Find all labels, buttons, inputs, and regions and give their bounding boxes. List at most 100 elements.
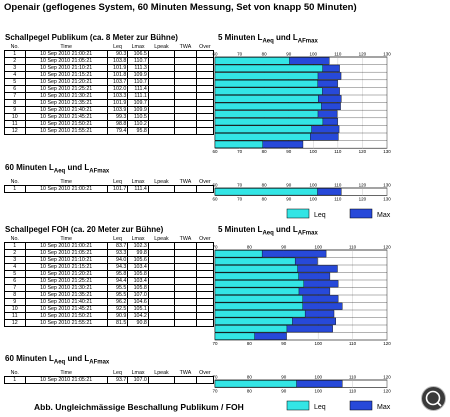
cell-no: 12 — [4, 127, 26, 135]
cell-over — [195, 120, 215, 128]
table-row: 11 10 Sep 2010 21:50:21 90.9 104.2 — [4, 312, 215, 320]
cell-no: 3 — [4, 64, 26, 72]
bar-leq — [214, 95, 319, 103]
cell-time: 10 Sep 2010 21:55:21 — [24, 127, 108, 135]
cell-twa — [174, 249, 197, 257]
table-row: 2 10 Sep 2010 21:05:21 93.3 99.8 — [4, 249, 215, 257]
section2-chart: 70 70 80 80 90 90 100 100 110 110 120 120 — [212, 245, 391, 347]
cell-time: 10 Sep 2010 21:05:21 — [24, 249, 108, 257]
cell-over — [195, 78, 215, 86]
cell-twa — [174, 284, 197, 292]
bar-leq — [214, 317, 293, 325]
tick-label-top: 80 — [247, 375, 253, 380]
cell-time: 10 Sep 2010 21:00:21 — [24, 50, 108, 58]
cell-twa — [174, 106, 197, 114]
cell-no: 6 — [4, 277, 26, 285]
tick-label-bottom: 90 — [286, 149, 292, 154]
table-row: 4 10 Sep 2010 21:15:21 94.3 103.4 — [4, 263, 215, 271]
cell-no: 2 — [4, 57, 26, 65]
cell-lmax: 99.8 — [127, 249, 149, 257]
cell-lmax: 109.7 — [127, 99, 149, 107]
cell-leq: 93.7 — [106, 376, 129, 384]
section1-chart: 60 60 70 70 80 80 90 90 100 100 110 110 120 120 130 130 — [212, 52, 391, 155]
cell-over — [195, 284, 215, 292]
cell-over — [195, 277, 215, 285]
section1-summary-chart: 60 60 70 70 80 80 90 90 100 100 110 110 120 120 130 130 — [212, 183, 391, 202]
table-row: 12 10 Sep 2010 21:55:21 79.4 95.8 — [4, 127, 215, 135]
cell-over — [195, 249, 215, 257]
cell-over — [195, 127, 215, 135]
cell-twa — [174, 270, 197, 278]
cell-lmax: 111.4 — [127, 185, 149, 193]
cell-lmax: 102.3 — [127, 242, 149, 250]
cell-time: 10 Sep 2010 21:20:21 — [24, 78, 108, 86]
bar-leq — [214, 140, 263, 149]
bar-leq — [214, 188, 318, 196]
bar-leq — [214, 117, 324, 126]
tick-label-bottom: 80 — [247, 389, 253, 394]
cell-over — [195, 256, 215, 264]
cell-no: 3 — [4, 256, 26, 264]
cell-lmax: 110.7 — [127, 57, 149, 65]
cell-twa — [174, 305, 197, 313]
legend-max-swatch — [349, 208, 373, 219]
cell-leq: 93.3 — [106, 249, 129, 257]
tick-label-top: 110 — [349, 375, 357, 380]
legend-max-label: Max — [377, 212, 391, 219]
cell-leq: 81.5 — [106, 319, 129, 327]
cell-no: 1 — [4, 50, 26, 58]
cell-leq: 103.9 — [106, 106, 129, 114]
cell-lmax: 104.2 — [127, 312, 149, 320]
cell-lpeak — [147, 376, 176, 384]
tick-label-top: 80 — [262, 52, 268, 57]
tick-label-bottom: 90 — [286, 197, 292, 202]
tick-label-bottom: 70 — [237, 149, 243, 154]
cell-twa — [174, 277, 197, 285]
cell-lpeak — [147, 92, 176, 100]
tick-label-top: 70 — [237, 52, 243, 57]
cell-no: 10 — [4, 113, 26, 121]
cell-twa — [174, 64, 197, 72]
table-row: 1 10 Sep 2010 21:00:21 101.7 111.4 — [4, 185, 215, 193]
cell-lmax: 107.0 — [127, 376, 149, 384]
tick-label-top: 70 — [237, 183, 243, 188]
cell-over — [195, 291, 215, 299]
cell-lpeak — [147, 312, 176, 320]
cell-lmax: 105.1 — [127, 305, 149, 313]
cell-over — [195, 71, 215, 79]
cell-lpeak — [147, 64, 176, 72]
table-row: 1 10 Sep 2010 21:00:21 83.7 102.3 — [4, 242, 215, 250]
cell-lmax: 107.0 — [127, 291, 149, 299]
section1-chart-heading: 5 Minuten LAeq und LAFmax — [218, 33, 318, 45]
cell-no: 4 — [4, 263, 26, 271]
cell-over — [195, 305, 215, 313]
cell-time: 10 Sep 2010 21:15:21 — [24, 263, 108, 271]
cell-no: 1 — [4, 376, 26, 384]
bar-leq — [214, 295, 303, 303]
cell-over — [195, 242, 215, 250]
cell-over — [195, 92, 215, 100]
cell-no: 5 — [4, 78, 26, 86]
tick-label-top: 120 — [359, 52, 367, 57]
table-row: 7 10 Sep 2010 21:30:21 95.5 105.8 — [4, 284, 215, 292]
cell-no: 5 — [4, 270, 26, 278]
cell-leq: 101.7 — [106, 185, 129, 193]
cell-no: 9 — [4, 106, 26, 114]
cell-lmax: 103.4 — [127, 277, 149, 285]
cell-lpeak — [147, 277, 176, 285]
cell-lpeak — [147, 78, 176, 86]
bar-leq — [214, 102, 322, 111]
tick-label-top: 80 — [262, 183, 268, 188]
cell-lpeak — [147, 256, 176, 264]
cell-no: 4 — [4, 71, 26, 79]
cell-no: 10 — [4, 305, 26, 313]
cell-lmax: 103.4 — [127, 263, 149, 271]
media-player-button[interactable] — [421, 386, 446, 411]
cell-no: 7 — [4, 92, 26, 100]
cell-no: 9 — [4, 298, 26, 306]
tick-label-bottom: 100 — [310, 149, 318, 154]
tick-label-bottom: 70 — [212, 389, 218, 394]
cell-over — [195, 298, 215, 306]
cell-over — [195, 185, 215, 193]
cell-lpeak — [147, 99, 176, 107]
